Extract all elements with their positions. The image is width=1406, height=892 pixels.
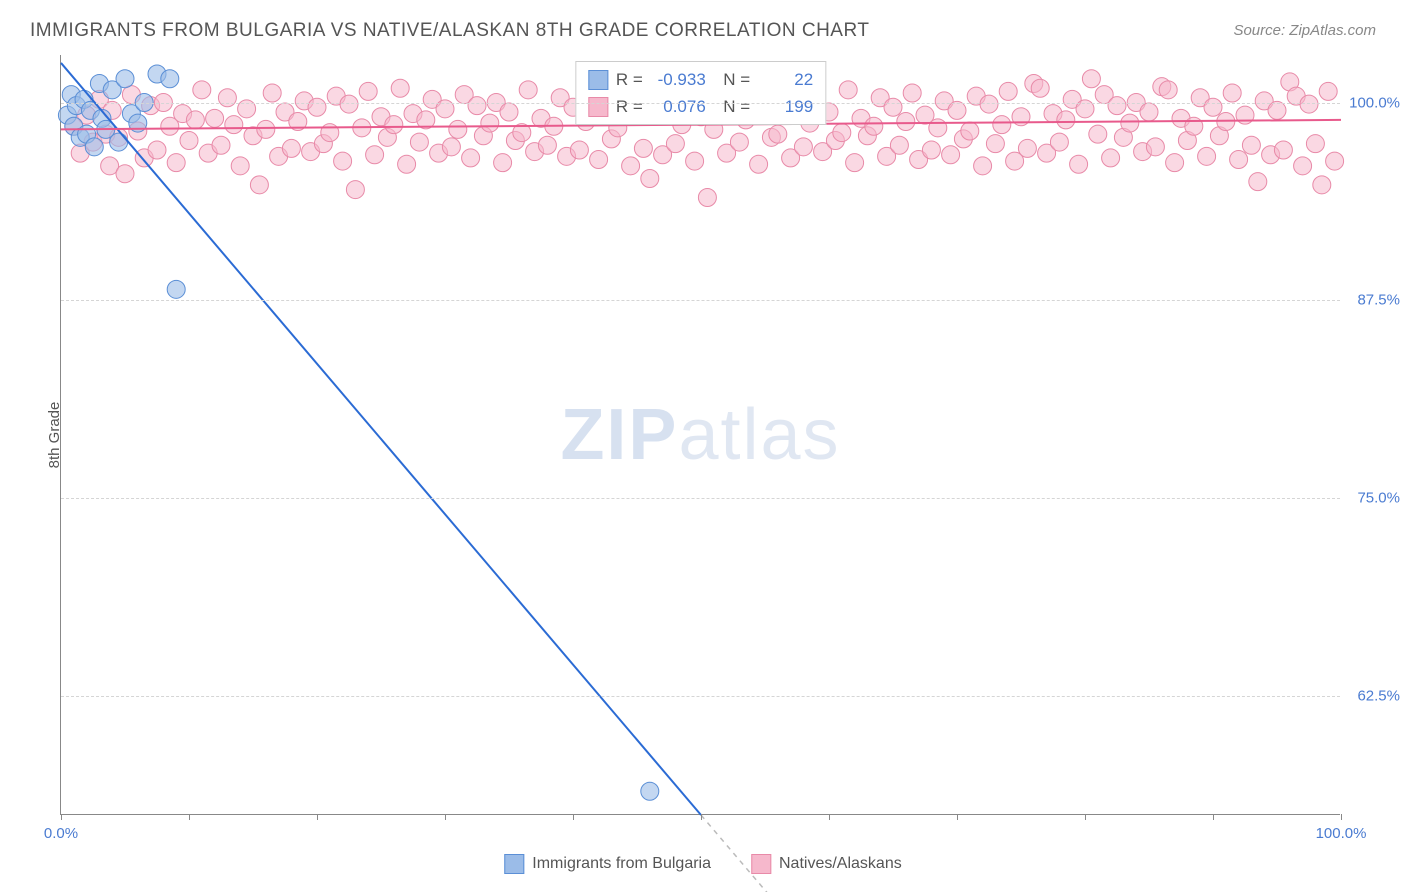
legend-n-label: N = (714, 93, 750, 120)
x-tick (957, 814, 958, 820)
x-tick (701, 814, 702, 820)
y-tick-label: 62.5% (1345, 688, 1400, 705)
x-tick (1341, 814, 1342, 820)
bottom-legend-label-1: Natives/Alaskans (779, 855, 902, 873)
bottom-legend: Immigrants from Bulgaria Natives/Alaskan… (504, 854, 901, 874)
legend-row-series-1: R = 0.076 N = 199 (588, 93, 813, 120)
x-tick (1213, 814, 1214, 820)
legend-r-value-0: -0.933 (651, 66, 706, 93)
legend-r-value-1: 0.076 (651, 93, 706, 120)
gridline (61, 300, 1340, 301)
legend-r-label: R = (616, 93, 643, 120)
bottom-legend-label-0: Immigrants from Bulgaria (532, 855, 711, 873)
gridline (61, 498, 1340, 499)
legend-swatch-1 (588, 97, 608, 117)
correlation-legend: R = -0.933 N = 22 R = 0.076 N = 199 (575, 61, 826, 125)
source-attribution: Source: ZipAtlas.com (1233, 22, 1376, 39)
bottom-legend-swatch-1 (751, 854, 771, 874)
x-tick (573, 814, 574, 820)
y-tick-label: 87.5% (1345, 292, 1400, 309)
x-tick (829, 814, 830, 820)
legend-row-series-0: R = -0.933 N = 22 (588, 66, 813, 93)
x-tick-label: 0.0% (44, 825, 78, 842)
legend-n-value-1: 199 (758, 93, 813, 120)
bottom-legend-item-0: Immigrants from Bulgaria (504, 854, 711, 874)
chart-title: IMMIGRANTS FROM BULGARIA VS NATIVE/ALASK… (30, 20, 869, 42)
x-tick-label: 100.0% (1316, 825, 1367, 842)
gridline (61, 696, 1340, 697)
y-tick-label: 75.0% (1345, 490, 1400, 507)
bottom-legend-swatch-0 (504, 854, 524, 874)
x-tick (61, 814, 62, 820)
x-tick (1085, 814, 1086, 820)
x-tick (189, 814, 190, 820)
x-tick (445, 814, 446, 820)
plot-area: 8th Grade ZIPatlas R = -0.933 N = 22 R =… (60, 55, 1340, 815)
legend-n-label: N = (714, 66, 750, 93)
gridline (61, 103, 1340, 104)
legend-n-value-0: 22 (758, 66, 813, 93)
y-tick-label: 100.0% (1345, 94, 1400, 111)
x-tick (317, 814, 318, 820)
bottom-legend-item-1: Natives/Alaskans (751, 854, 902, 874)
legend-r-label: R = (616, 66, 643, 93)
legend-swatch-0 (588, 70, 608, 90)
plot-svg (61, 55, 1340, 814)
